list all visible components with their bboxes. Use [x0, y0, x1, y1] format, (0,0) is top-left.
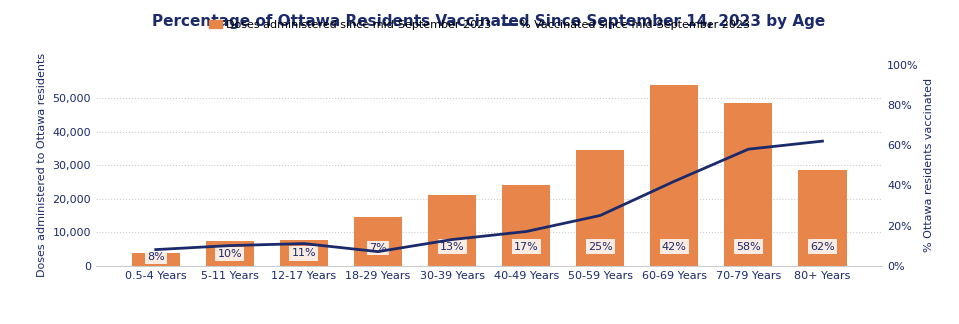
Bar [650, 85, 698, 266]
Bar [503, 185, 550, 266]
Bar [724, 103, 772, 266]
Text: 7%: 7% [369, 243, 386, 253]
Y-axis label: % Ottawa residents vaccinated: % Ottawa residents vaccinated [924, 78, 934, 252]
Text: 42%: 42% [662, 242, 687, 252]
Text: 8%: 8% [147, 252, 165, 262]
Bar [206, 241, 254, 266]
Legend: Doses administered since mid-September 2023, % Vaccinated since mid-September 20: Doses administered since mid-September 2… [204, 15, 755, 34]
Bar [799, 170, 847, 266]
Text: 17%: 17% [514, 242, 539, 252]
Bar [576, 150, 624, 266]
Y-axis label: Doses administered to Ottawa residents: Doses administered to Ottawa residents [36, 53, 47, 277]
Text: 62%: 62% [810, 242, 835, 252]
Bar [280, 239, 328, 266]
Text: 13%: 13% [440, 242, 464, 252]
Text: 58%: 58% [736, 242, 760, 252]
Title: Percentage of Ottawa Residents Vaccinated Since September 14, 2023 by Age: Percentage of Ottawa Residents Vaccinate… [152, 14, 826, 29]
Text: 11%: 11% [292, 249, 316, 259]
Bar [131, 253, 179, 266]
Text: 10%: 10% [218, 249, 242, 259]
Bar [428, 195, 476, 266]
Bar [354, 217, 402, 266]
Text: 25%: 25% [588, 242, 613, 252]
